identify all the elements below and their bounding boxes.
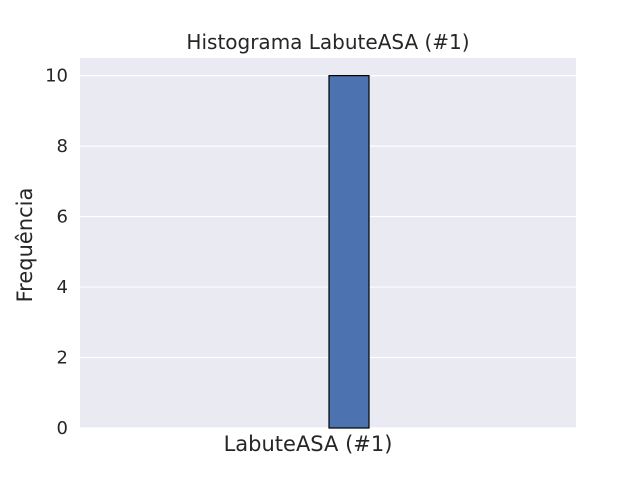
y-tick-label: 6 bbox=[57, 207, 68, 228]
y-tick-label: 0 bbox=[57, 418, 68, 439]
y-tick-label: 10 bbox=[45, 66, 68, 87]
bars bbox=[328, 75, 370, 429]
y-tick-label: 8 bbox=[57, 136, 68, 157]
gridlines bbox=[80, 75, 576, 429]
plot-area bbox=[80, 58, 576, 428]
x-axis-title: LabuteASA (#1) bbox=[224, 432, 393, 456]
histogram-bar bbox=[328, 75, 370, 429]
y-tick-labels: 0 2 4 6 8 10 bbox=[45, 66, 68, 439]
y-tick-label: 4 bbox=[57, 277, 68, 298]
y-tick-label: 2 bbox=[57, 348, 68, 369]
y-axis-title: Frequência bbox=[13, 188, 37, 303]
chart-title: Histograma LabuteASA (#1) bbox=[186, 30, 469, 54]
